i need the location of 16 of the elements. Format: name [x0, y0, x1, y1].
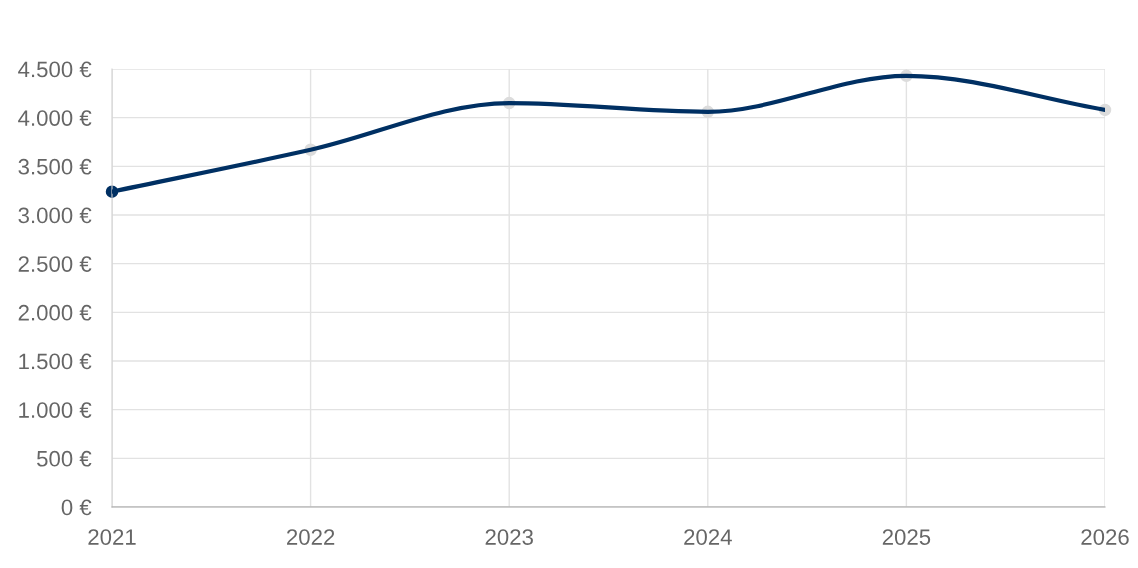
x-tick-label: 2025 — [882, 529, 931, 545]
y-tick-label: 4.500 € — [18, 61, 92, 78]
x-tick-label: 2021 — [88, 529, 136, 545]
y-tick-label: 3.500 € — [18, 158, 92, 175]
x-tick-label: 2024 — [684, 529, 732, 545]
y-tick-label: 3.000 € — [18, 207, 92, 224]
x-tick-label: 2022 — [287, 529, 335, 545]
y-tick-label: 0 € — [61, 499, 92, 516]
y-tick-label: 1.500 € — [19, 353, 92, 370]
y-tick-label: 2.500 € — [18, 256, 92, 272]
y-tick-label: 2.000 € — [18, 304, 92, 321]
x-tick-label: 2026 — [1081, 529, 1129, 545]
y-tick-label: 4.000 € — [18, 110, 92, 126]
y-tick-label: 1.000 € — [19, 402, 92, 418]
y-tick-label: 500 € — [37, 450, 92, 467]
x-tick-label: 2023 — [485, 529, 533, 545]
